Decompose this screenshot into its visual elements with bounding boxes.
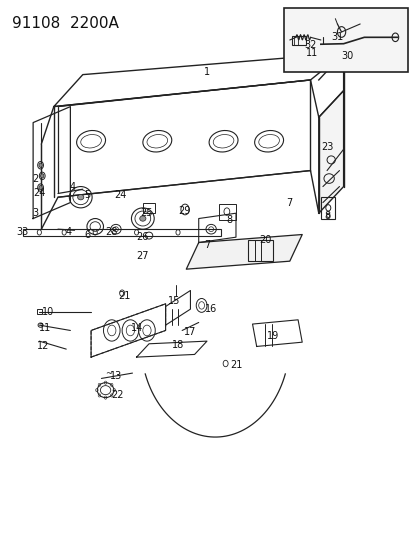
Text: 4: 4 [69,182,75,191]
Text: 19: 19 [266,331,279,341]
Text: 2: 2 [32,174,38,183]
Text: 91108  2200A: 91108 2200A [12,16,119,31]
Polygon shape [186,235,301,269]
Text: 23: 23 [320,142,332,151]
Text: 16: 16 [204,304,217,314]
Bar [283,8,407,72]
Text: 17: 17 [184,327,196,336]
Text: 14: 14 [130,323,142,333]
Text: 7: 7 [286,198,292,207]
Text: 24: 24 [114,190,126,199]
Text: 22: 22 [112,391,124,400]
Text: 8: 8 [226,215,232,224]
Text: 21: 21 [118,291,130,301]
Text: ~: ~ [105,369,112,378]
Text: 13: 13 [109,371,122,381]
Text: 12: 12 [37,342,50,351]
Bar [219,204,235,220]
Text: 30: 30 [341,51,353,61]
Ellipse shape [139,216,145,221]
Text: 28: 28 [105,227,118,237]
Text: 6: 6 [84,230,90,239]
Ellipse shape [78,195,83,200]
Bar [248,240,273,261]
Circle shape [39,185,42,190]
Text: 26: 26 [136,232,149,242]
Text: 33: 33 [17,227,29,237]
Polygon shape [318,91,343,213]
Text: 29: 29 [178,206,190,215]
Bar [23,229,221,236]
Text: 1: 1 [204,67,209,77]
Text: 31: 31 [330,33,343,42]
Bar [37,309,42,314]
Bar [142,203,155,213]
Text: 21: 21 [229,360,242,370]
Circle shape [39,163,42,167]
Bar [291,36,306,45]
Bar [320,197,335,219]
Text: 18: 18 [171,340,184,350]
Text: 4: 4 [65,227,71,237]
Text: 25: 25 [140,208,153,218]
Text: 8: 8 [323,211,329,221]
Text: 24: 24 [33,188,45,198]
Text: 11: 11 [39,323,52,333]
Text: 27: 27 [136,251,149,261]
Text: 32: 32 [304,41,316,50]
Text: 11: 11 [306,49,318,58]
Text: 3: 3 [32,208,38,218]
Text: 10: 10 [41,307,54,317]
Circle shape [40,174,44,178]
Text: 20: 20 [258,235,271,245]
Text: 15: 15 [167,296,180,306]
Text: 7: 7 [203,240,210,250]
Text: 5: 5 [83,190,90,199]
